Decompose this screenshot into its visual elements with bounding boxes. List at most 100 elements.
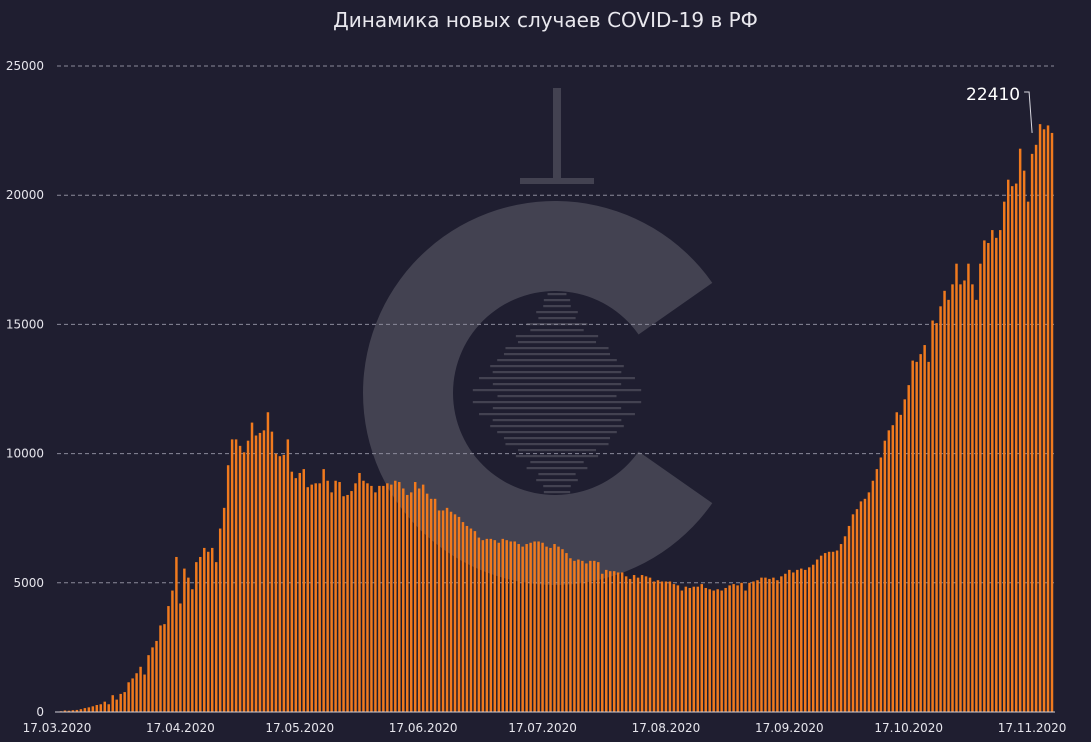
bar (111, 695, 114, 712)
logo-wave-line (536, 311, 578, 314)
bar (935, 323, 938, 712)
bar (402, 488, 405, 712)
bar (796, 569, 799, 712)
bar (413, 482, 417, 712)
bar (334, 480, 337, 712)
bar (131, 678, 134, 712)
bar (692, 586, 696, 712)
y-tick-label: 0 (36, 705, 44, 719)
bar (1006, 179, 1010, 712)
logo-wave-line (492, 419, 622, 422)
bar (640, 575, 644, 712)
bar (616, 572, 620, 712)
logo-wave-line (530, 461, 584, 464)
bar (975, 299, 978, 712)
bar (421, 484, 425, 712)
logo-wave-line (490, 365, 624, 368)
bar (939, 306, 942, 712)
bar (258, 432, 262, 712)
bar (760, 577, 763, 712)
bar (425, 493, 429, 712)
annotation: 22410 (966, 85, 1033, 133)
bar (545, 546, 548, 712)
logo-antenna-base (520, 178, 594, 184)
bar (553, 544, 556, 712)
bar (274, 453, 278, 712)
bar (445, 507, 449, 712)
bar (851, 514, 855, 712)
bar (370, 485, 373, 712)
bar (577, 559, 580, 712)
bar (238, 445, 242, 712)
bar (207, 551, 210, 712)
logo-waves (472, 263, 642, 530)
bar (222, 507, 226, 712)
bar (250, 422, 254, 712)
bar (127, 682, 130, 712)
bar (270, 431, 274, 712)
bar (668, 581, 672, 712)
bar (306, 487, 309, 712)
bar (489, 538, 493, 712)
bar (696, 586, 700, 712)
bar (191, 589, 194, 712)
bar (469, 528, 473, 712)
bar (183, 568, 186, 712)
bar (179, 603, 182, 712)
bar (732, 584, 735, 712)
bar (664, 581, 668, 712)
bar (513, 541, 516, 712)
bar (724, 587, 727, 712)
bar (608, 571, 612, 712)
bar (449, 511, 453, 712)
bar (911, 360, 914, 712)
bar (497, 542, 501, 712)
logo-wave-line (547, 497, 567, 500)
bar (569, 558, 572, 712)
bar (266, 412, 270, 712)
bar (1022, 170, 1026, 712)
bar (195, 562, 198, 712)
bar (330, 492, 333, 712)
bar (887, 430, 891, 712)
bar (135, 673, 138, 712)
bar (676, 585, 680, 712)
bar (254, 435, 258, 712)
logo-wave-line (536, 479, 578, 482)
bar (636, 577, 640, 712)
bar (493, 540, 497, 712)
bar (708, 589, 711, 712)
bar (533, 541, 536, 712)
bar (441, 510, 445, 712)
bar (919, 354, 922, 712)
bar (991, 230, 994, 712)
bar (290, 471, 294, 712)
logo-wave-line (503, 353, 611, 356)
logo-wave-line (515, 455, 599, 458)
bar (1018, 148, 1022, 712)
bar (644, 576, 648, 712)
bar (350, 491, 353, 712)
bar (322, 469, 325, 712)
bar (242, 452, 246, 712)
bar (819, 555, 823, 712)
bar (593, 560, 596, 712)
bar (601, 573, 604, 712)
bar (764, 577, 767, 712)
bar (298, 472, 302, 712)
y-tick-label: 20000 (6, 188, 44, 202)
bar (875, 469, 879, 712)
bar (999, 230, 1002, 712)
bar (1030, 153, 1034, 713)
bar (71, 710, 75, 712)
bar (983, 240, 986, 713)
y-axis: 0 5000 10000 15000 20000 25000 (6, 59, 44, 719)
logo-wave-line (503, 437, 611, 440)
bar (501, 538, 504, 712)
bar (226, 465, 230, 712)
bar (358, 472, 361, 712)
bar (899, 414, 902, 712)
bar (597, 562, 600, 712)
bar (815, 559, 819, 712)
bar (807, 567, 811, 712)
